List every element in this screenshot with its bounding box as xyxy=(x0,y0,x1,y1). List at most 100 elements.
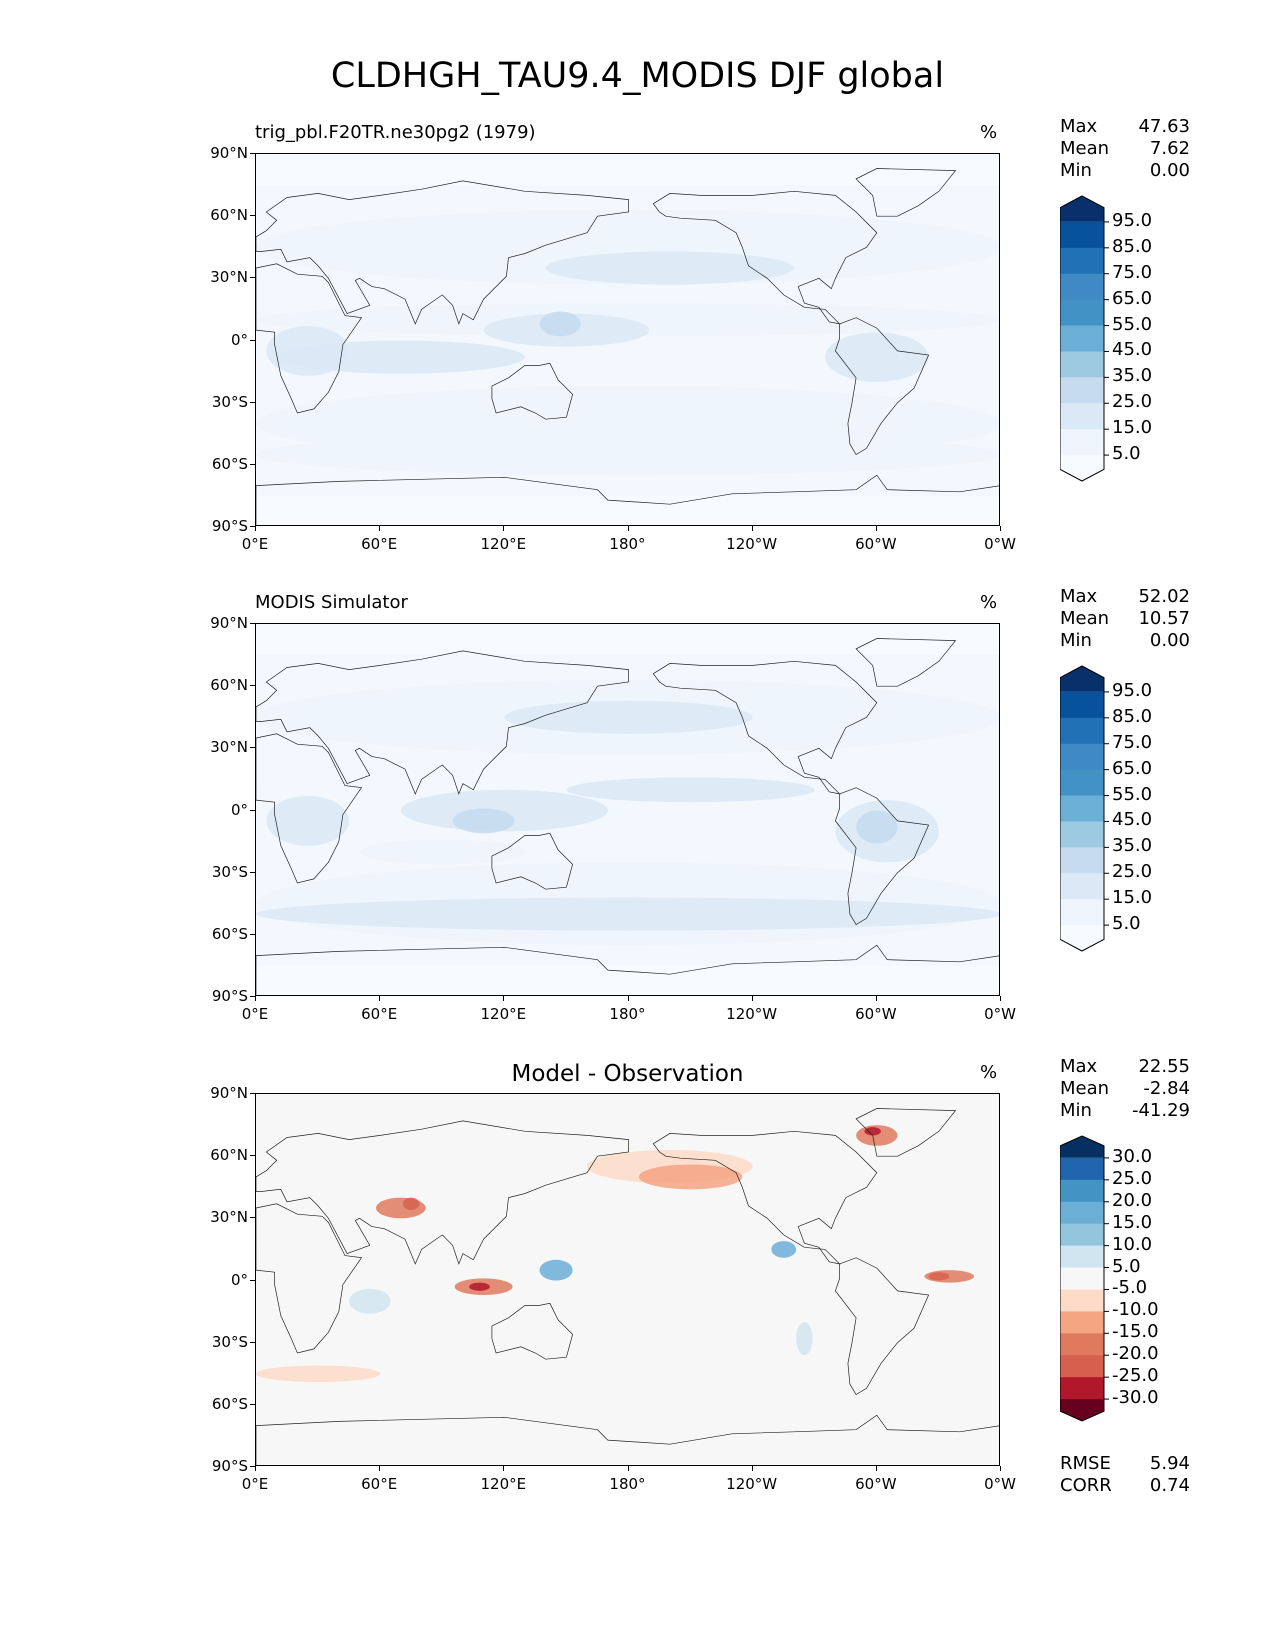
contour-region xyxy=(825,332,929,382)
colorbar-label: -30.0 xyxy=(1112,1387,1159,1409)
colorbar-swatch xyxy=(1060,795,1104,822)
map-panel-3: Model - Observation% 90°N 60°N 30°N 0° 30°S 60… xyxy=(0,1056,1275,1550)
colorbar-swatch xyxy=(1060,1179,1104,1203)
coastline xyxy=(256,944,999,995)
colorbar-swatch xyxy=(1060,821,1104,848)
coastline xyxy=(652,190,878,325)
stat-value: 0.00 xyxy=(1149,160,1190,181)
contour-region xyxy=(864,1127,881,1136)
lon-tick-label: 0°W xyxy=(984,1005,1016,1023)
coastline xyxy=(256,1203,363,1354)
colorbar xyxy=(1059,1135,1116,1426)
lat-tick xyxy=(250,1403,255,1405)
colorbar-swatch xyxy=(1060,743,1104,771)
coastline xyxy=(491,832,573,890)
colorbar-label: 35.0 xyxy=(1112,365,1153,387)
coastline xyxy=(491,362,573,420)
panel-stats: Max 52.02 Mean 10.57 Min 0.00 xyxy=(1060,586,1190,652)
colorbar-swatch xyxy=(1060,273,1104,301)
stat-value: 22.55 xyxy=(1138,1056,1190,1077)
lat-tick-label: 30°S xyxy=(211,1332,248,1351)
lon-tick-label: 120°E xyxy=(480,1475,527,1493)
colorbar-canvas xyxy=(1059,665,1109,952)
contour-region xyxy=(349,1288,391,1314)
colorbar-swatch xyxy=(1060,666,1104,692)
lon-tick-label: 60°W xyxy=(855,1475,897,1493)
colorbar-label: 95.0 xyxy=(1112,679,1153,701)
contour-region xyxy=(796,1321,813,1356)
contour-region xyxy=(452,808,515,834)
lon-tick-label: 0°W xyxy=(984,535,1016,553)
lon-tick xyxy=(1000,996,1001,1001)
colorbar-swatch xyxy=(1060,221,1104,249)
lat-tick xyxy=(250,1279,255,1281)
lat-tick-label: 30°N xyxy=(210,1208,248,1227)
contour-region xyxy=(402,1197,420,1211)
stat-row: CORR 0.74 xyxy=(1060,1475,1190,1497)
lat-tick-label: 0° xyxy=(230,1270,248,1289)
lon-tick-label: 0°W xyxy=(984,1475,1016,1493)
lat-tick-label: 0° xyxy=(230,330,248,349)
colorbar-label: 30.0 xyxy=(1112,1145,1153,1167)
colorbar-label: -20.0 xyxy=(1112,1343,1159,1365)
lat-tick-label: 60°S xyxy=(211,454,248,473)
stat-value: 52.02 xyxy=(1138,586,1190,607)
lon-tick-label: 60°E xyxy=(361,1005,398,1023)
colorbar-label: 75.0 xyxy=(1112,731,1153,753)
colorbar-label: -25.0 xyxy=(1112,1365,1159,1387)
colorbar-swatch xyxy=(1060,403,1104,430)
lat-tick-label: 30°N xyxy=(210,268,248,287)
stat-label: Mean xyxy=(1060,608,1110,629)
colorbar-swatch xyxy=(1060,717,1104,745)
contour-region xyxy=(771,1241,797,1258)
map-area xyxy=(255,153,1000,526)
contour-region xyxy=(504,700,753,734)
colorbar-label: 25.0 xyxy=(1112,1167,1153,1189)
lat-tick-label: 0° xyxy=(230,800,248,819)
lon-tick xyxy=(255,996,256,1001)
colorbar-swatch xyxy=(1060,377,1104,404)
colorbar-swatch xyxy=(1060,1399,1104,1421)
colorbar-swatch xyxy=(1060,873,1104,900)
colorbar-label: 65.0 xyxy=(1112,287,1153,309)
lat-tick-label: 90°S xyxy=(211,987,248,1005)
colorbar-label: 15.0 xyxy=(1112,1211,1153,1233)
contour-region xyxy=(256,1365,381,1383)
stat-value: -41.29 xyxy=(1131,1100,1190,1121)
panel-title: MODIS Simulator xyxy=(255,592,408,613)
colorbar-swatch xyxy=(1060,769,1104,797)
colorbar-swatch xyxy=(1060,429,1104,456)
colorbar-label: 75.0 xyxy=(1112,261,1153,283)
contour-region xyxy=(566,777,815,803)
colorbar-label: 5.0 xyxy=(1112,1255,1141,1277)
lon-tick-label: 60°E xyxy=(361,1475,398,1493)
stat-value: 10.57 xyxy=(1138,608,1190,629)
colorbar-label: -10.0 xyxy=(1112,1299,1159,1321)
coastline xyxy=(855,1108,957,1157)
lat-tick xyxy=(250,401,255,403)
contour-region xyxy=(928,1272,950,1281)
colorbar-swatch xyxy=(1060,299,1104,327)
colorbar-swatch xyxy=(1060,1245,1104,1269)
colorbar-label: 10.0 xyxy=(1112,1233,1153,1255)
map-area xyxy=(255,623,1000,996)
stat-value: 47.63 xyxy=(1138,116,1190,137)
lat-tick xyxy=(250,809,255,811)
colorbar-swatch xyxy=(1060,247,1104,275)
panel-units: % xyxy=(980,1062,998,1083)
contour-region xyxy=(266,795,350,846)
lat-tick xyxy=(250,871,255,873)
lon-tick xyxy=(627,996,629,1001)
lat-tick-label: 90°N xyxy=(210,1084,248,1102)
colorbar-swatch xyxy=(1060,1311,1104,1334)
lat-tick-label: 30°S xyxy=(211,392,248,411)
colorbar-label: 85.0 xyxy=(1112,235,1153,257)
stat-row: Max 47.63 xyxy=(1060,116,1190,138)
lat-tick-label: 60°N xyxy=(210,676,248,695)
contour-region xyxy=(539,1259,573,1281)
lon-tick xyxy=(379,526,381,531)
lon-tick-label: 120°W xyxy=(726,535,778,553)
coastline xyxy=(835,787,930,925)
coastline xyxy=(652,1130,878,1265)
lon-tick xyxy=(1000,526,1001,531)
